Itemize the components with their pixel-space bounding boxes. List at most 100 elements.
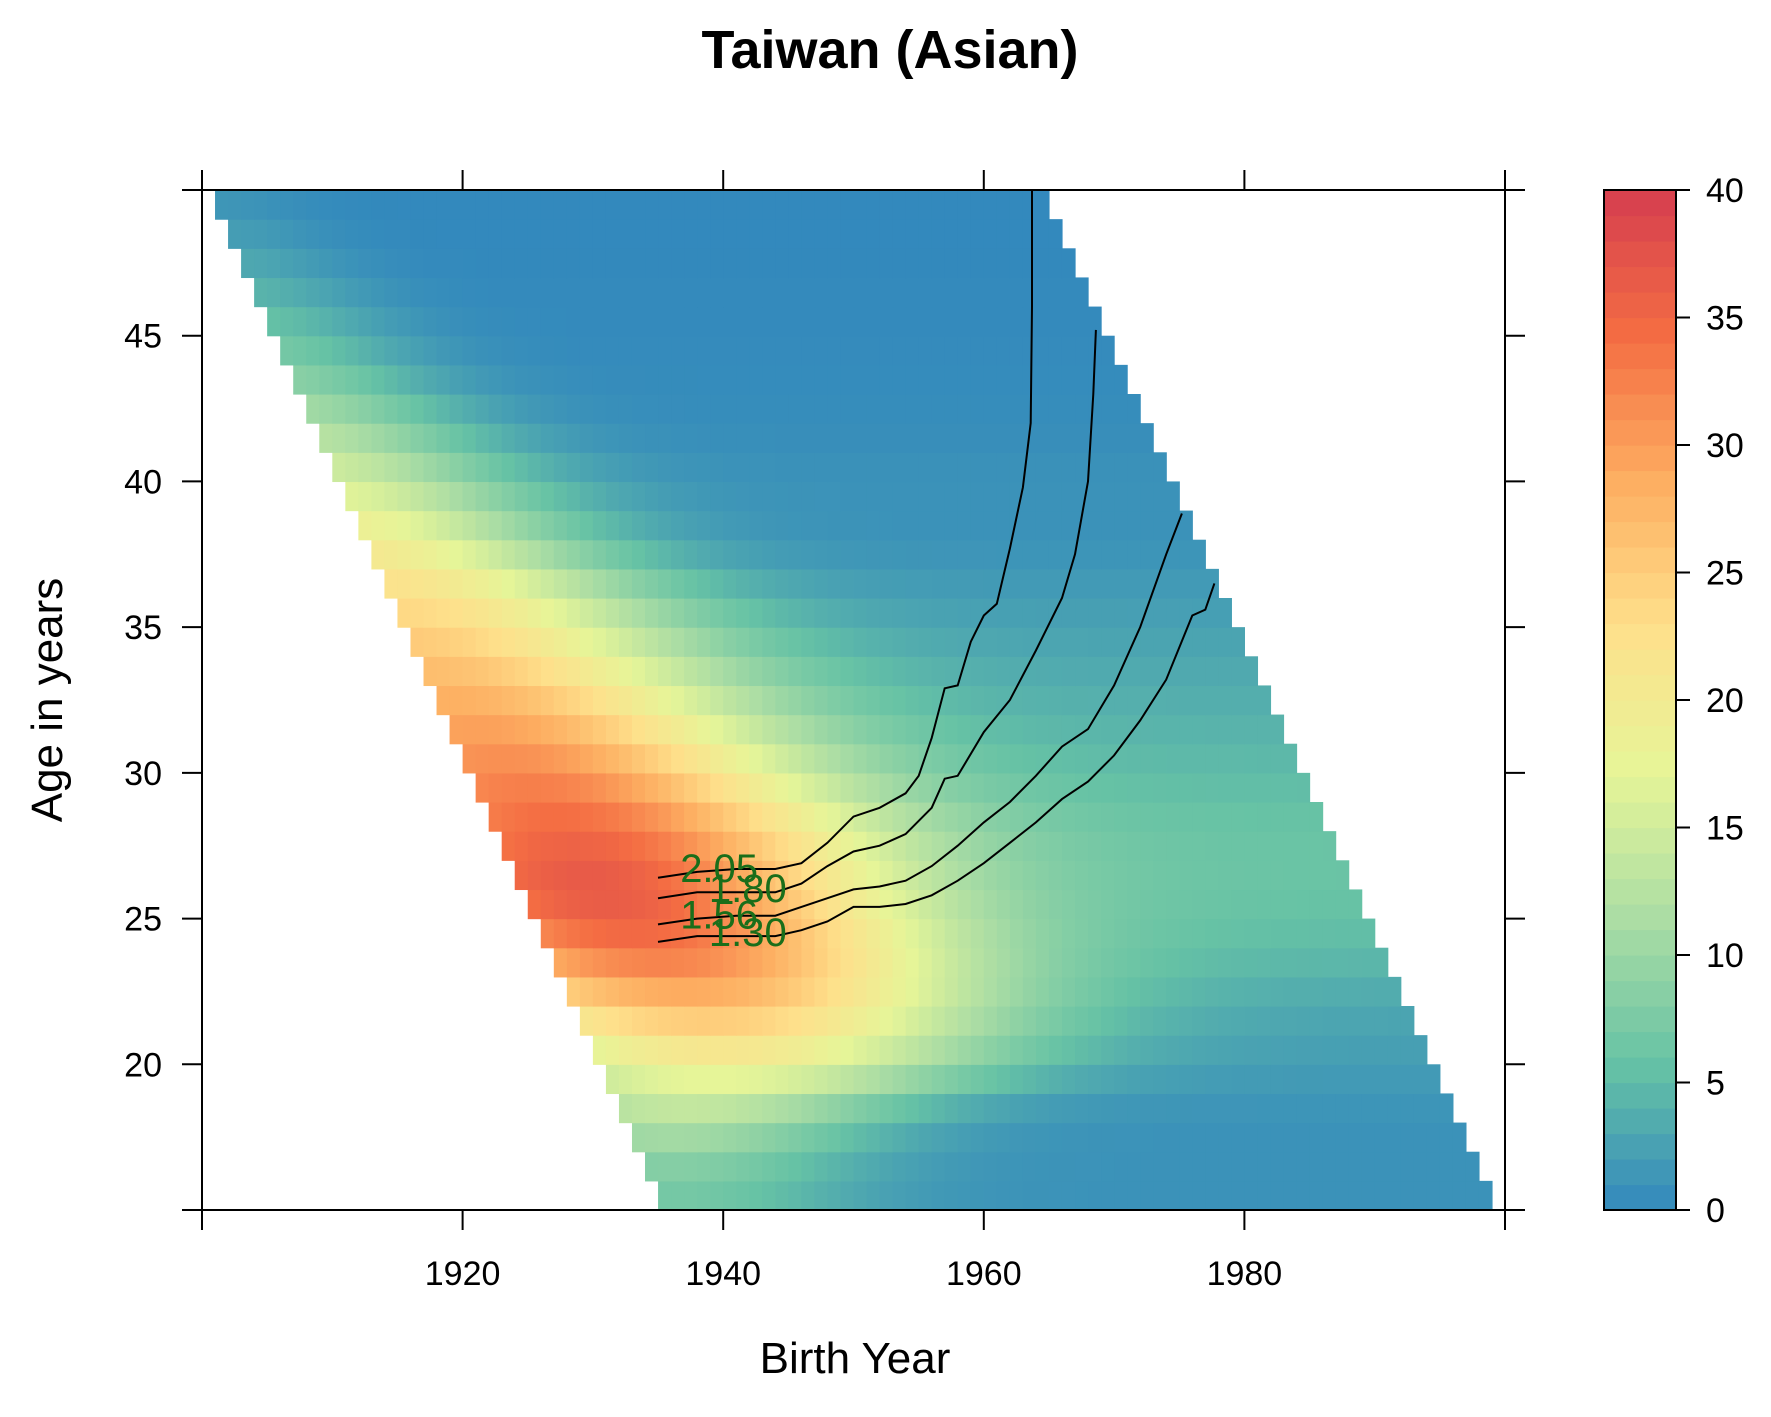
heat-cell: [1231, 1151, 1245, 1182]
heat-cell: [384, 481, 399, 512]
heat-cell: [1257, 1122, 1272, 1153]
heat-cell: [1061, 714, 1076, 745]
heat-cell: [853, 1035, 868, 1065]
heat-cell: [540, 889, 555, 920]
y-tick-label: 20: [124, 1046, 162, 1084]
heat-cell: [1309, 1151, 1324, 1182]
heat-cell: [697, 1035, 711, 1065]
heat-cell: [970, 190, 985, 220]
heat-cell: [905, 1006, 920, 1036]
heat-cell: [814, 510, 829, 541]
heat-cell: [618, 918, 633, 949]
heat-cell: [605, 802, 620, 832]
heat-cell: [1257, 1064, 1272, 1095]
heat-cell: [892, 947, 907, 978]
heat-cell: [970, 714, 985, 745]
heat-cell: [1075, 481, 1089, 512]
heat-cell: [879, 976, 894, 1007]
y-axis-title: Age in years: [23, 578, 72, 823]
heat-cell: [1075, 685, 1089, 716]
heat-cell: [1205, 627, 1219, 657]
heat-cell: [658, 510, 672, 541]
heat-cell: [553, 889, 568, 920]
heat-cell: [618, 889, 633, 920]
heat-cell: [436, 598, 451, 628]
heat-cell: [1322, 947, 1337, 978]
heat-cell: [1348, 976, 1363, 1007]
heat-cell: [410, 277, 425, 308]
heat-cell: [280, 219, 294, 249]
heat-cell: [931, 1093, 946, 1124]
heat-cell: [1022, 248, 1037, 279]
heat-cell: [671, 394, 685, 424]
heat-cell: [931, 1035, 946, 1065]
heat-cell: [1140, 1006, 1154, 1036]
heat-cell: [410, 423, 425, 453]
heat-cell: [775, 918, 789, 949]
heat-cell: [1192, 714, 1206, 745]
heat-cell: [827, 714, 842, 745]
heat-cell: [592, 918, 607, 949]
heat-cell: [631, 1093, 646, 1124]
heat-cell: [749, 627, 763, 657]
heat-cell: [892, 743, 907, 774]
heat-cell: [618, 248, 633, 279]
heat-cell: [1035, 1151, 1050, 1182]
heat-cell: [384, 190, 399, 220]
heat-cell: [658, 598, 672, 628]
heat-cell: [397, 394, 412, 424]
heat-cell: [957, 889, 972, 920]
heat-cell: [957, 772, 972, 803]
heat-cell: [918, 1122, 933, 1153]
heat-cell: [892, 306, 907, 337]
heat-cell: [1205, 1180, 1219, 1210]
heat-cell: [1192, 743, 1206, 774]
heat-cell: [697, 860, 711, 891]
heat-cell: [1088, 627, 1102, 657]
heat-cell: [605, 452, 620, 483]
heat-cell: [983, 656, 998, 687]
heat-cell: [827, 772, 842, 803]
heat-cell: [1061, 335, 1076, 366]
heat-cell: [1075, 277, 1089, 308]
heat-cell: [1153, 627, 1167, 657]
heat-cell: [488, 539, 503, 570]
heat-cell: [853, 1122, 868, 1153]
heat-cell: [879, 831, 894, 861]
heat-cell: [918, 1064, 933, 1095]
heat-cell: [579, 364, 594, 395]
heat-cell: [1009, 656, 1024, 687]
heat-cell: [592, 685, 607, 716]
heat-cell: [996, 1064, 1011, 1095]
heat-cell: [762, 1151, 776, 1182]
heat-cell: [384, 248, 399, 279]
heat-cell: [775, 743, 789, 774]
heat-cell: [1127, 1093, 1141, 1124]
heat-cell: [788, 1035, 802, 1065]
heat-cell: [1322, 1122, 1337, 1153]
heat-cell: [1127, 1006, 1141, 1036]
heat-cell: [944, 860, 959, 891]
heat-cell: [384, 394, 399, 424]
heat-cell: [1218, 1093, 1232, 1124]
heat-cell: [775, 364, 789, 395]
heat-cell: [631, 685, 646, 716]
heat-cell: [384, 539, 399, 570]
heat-cell: [996, 1122, 1011, 1153]
heat-cell: [957, 1122, 972, 1153]
heat-cell: [1048, 889, 1063, 920]
heat-cell: [697, 743, 711, 774]
heat-cell: [931, 743, 946, 774]
heat-cell: [1114, 1006, 1128, 1036]
heat-cell: [983, 423, 998, 453]
heat-cell: [1166, 656, 1180, 687]
heat-cell: [1166, 743, 1180, 774]
heat-cell: [879, 1006, 894, 1036]
heat-cell: [996, 598, 1011, 628]
heat-cell: [1231, 1122, 1245, 1153]
heat-cell: [931, 1180, 946, 1210]
heat-cell: [319, 248, 333, 279]
colorbar-swatch: [1604, 572, 1676, 599]
heat-cell: [1088, 1093, 1102, 1124]
